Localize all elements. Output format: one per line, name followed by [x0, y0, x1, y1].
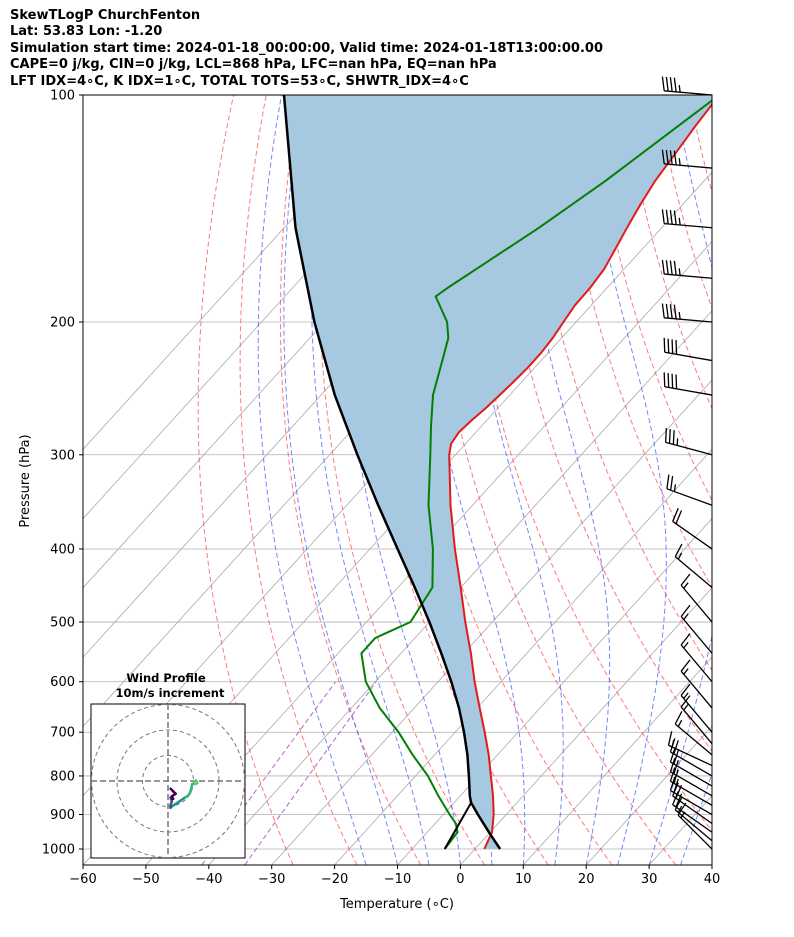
y-tick-label: 500 [50, 616, 75, 631]
x-tick-label: 0 [456, 872, 464, 887]
wind-barb [680, 573, 713, 623]
simulation-times: Simulation start time: 2024-01-18_00:00:… [10, 40, 603, 56]
parcel-dewpoint-segment [443, 802, 472, 850]
y-tick-label: 700 [50, 726, 75, 741]
station-coordinates: Lat: 53.83 Lon: -1.20 [10, 24, 163, 40]
axis-ticks: −60 −50 −40 −30 −20 −10 0 10 20 30 40 1000 900 800 700… [42, 89, 720, 888]
stability-indices: LFT IDX=4∘C, K IDX=1∘C, TOTAL TOTS=53∘C,… [10, 73, 469, 89]
wind-barb [674, 711, 713, 756]
mixing-ratio-line [244, 681, 377, 865]
dry-adiabat [656, 95, 712, 310]
mixing-ratio-line [201, 681, 337, 865]
isotherm-line [83, 95, 406, 450]
moist-adiabat [310, 95, 430, 865]
wind-barb [680, 633, 713, 683]
isotherm-line [208, 310, 712, 865]
wind-barb [663, 337, 713, 362]
isotherm-line [145, 240, 712, 865]
x-tick-label: 40 [704, 872, 721, 887]
x-tick-label: −50 [132, 872, 159, 887]
temperature-profile [448, 102, 712, 850]
y-tick-label: 1000 [42, 843, 75, 858]
wind-barb [680, 683, 713, 733]
wind-barb [669, 748, 713, 787]
wind-barb [669, 767, 713, 806]
isotherm-line [523, 656, 712, 865]
x-tick-label: −10 [384, 872, 411, 887]
isotherm-line [460, 587, 712, 865]
dry-adiabat [239, 95, 358, 865]
y-tick-label: 200 [50, 315, 75, 330]
x-axis-label: Temperature (∘C) [339, 897, 454, 912]
dewpoint-profile [360, 99, 712, 850]
moist-adiabat [459, 95, 564, 865]
profile-layer [282, 95, 712, 850]
x-tick-label: 30 [641, 872, 658, 887]
wind-barbs [661, 76, 713, 850]
parcel-profile [282, 95, 502, 850]
isotherm-line [334, 448, 712, 865]
isotherm-line [585, 725, 712, 865]
hodograph-subtitle: 10m/s increment [116, 686, 225, 700]
chart-header: SkewTLogP ChurchFenton Lat: 53.83 Lon: -… [10, 8, 603, 90]
wind-barb [664, 428, 713, 456]
wind-barb [674, 543, 713, 589]
parcel-parameters: CAPE=0 j/kg, CIN=0 j/kg, LCL=868 hPa, LF… [10, 57, 497, 73]
station-title: SkewTLogP ChurchFenton [10, 8, 201, 23]
wind-barb [680, 659, 713, 709]
y-tick-label: 600 [50, 675, 75, 690]
dry-adiabat [279, 95, 422, 865]
y-tick-label: 900 [50, 808, 75, 823]
isotherm-line [711, 864, 712, 865]
wind-barb [661, 259, 713, 279]
wind-barb [661, 149, 713, 169]
moist-adiabat [680, 772, 712, 865]
wind-barb [661, 209, 713, 229]
wind-barb [666, 474, 713, 506]
cape-fill-layer [284, 95, 712, 849]
wind-barb [669, 776, 713, 816]
y-axis-label: Pressure (hPa) [18, 434, 33, 527]
moist-adiabat [648, 95, 712, 865]
wind-barb [680, 604, 713, 654]
hodograph: Wind Profile 10m/s increment [90, 671, 246, 859]
hodograph-title: Wind Profile [126, 671, 206, 685]
wind-barb [672, 507, 713, 550]
isotherm-line [271, 379, 712, 865]
x-tick-label: −20 [321, 872, 348, 887]
wind-barb [669, 757, 713, 797]
wind-barb [661, 303, 713, 323]
wind-barb [663, 372, 713, 396]
hodograph-trace-segment [169, 787, 175, 793]
x-tick-label: 10 [515, 872, 532, 887]
y-tick-label: 300 [50, 448, 75, 463]
x-tick-label: −40 [195, 872, 222, 887]
moist-adiabat [583, 95, 667, 865]
y-tick-label: 400 [50, 542, 75, 557]
dry-adiabat [624, 95, 712, 410]
wind-barb [661, 76, 713, 96]
hodograph-plot [91, 704, 245, 858]
y-tick-label: 100 [50, 89, 75, 104]
cape-area [284, 95, 712, 849]
moist-adiabat [514, 95, 611, 865]
isotherm-line [397, 518, 712, 865]
wind-barb [667, 731, 713, 767]
x-tick-label: 20 [578, 872, 595, 887]
moist-adiabat [257, 95, 367, 865]
moist-adiabat [283, 95, 398, 865]
x-tick-label: −60 [69, 872, 96, 887]
x-tick-label: −30 [258, 872, 285, 887]
y-tick-label: 800 [50, 769, 75, 784]
